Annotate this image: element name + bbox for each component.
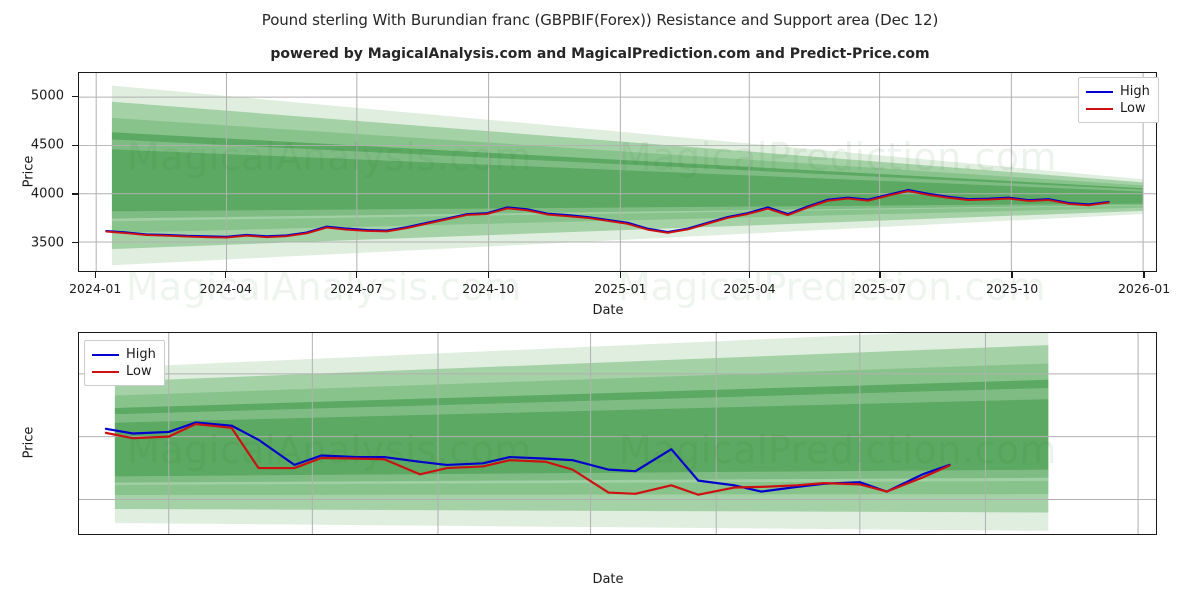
- overview-legend[interactable]: High Low: [1078, 77, 1159, 123]
- x-tick-label: 2025-01: [594, 281, 647, 296]
- x-tick-label: 2026-01: [1117, 281, 1171, 296]
- x-tick-mark: [619, 272, 622, 278]
- legend-label-low: Low: [1120, 101, 1146, 116]
- legend-swatch-low: [92, 370, 119, 373]
- x-tick-label: 2025-10: [985, 281, 1039, 296]
- legend-entry-low[interactable]: Low: [1086, 100, 1150, 117]
- zoom-x-axis-label: Date: [592, 572, 624, 587]
- x-tick-label: 2024-07: [330, 281, 383, 296]
- y-tick-label: 4000: [30, 186, 64, 202]
- overview-x-axis-label: Date: [592, 303, 624, 318]
- x-tick-label: 2025-04: [723, 281, 776, 296]
- zoom-y-axis-label: Price: [21, 426, 37, 459]
- y-tick-label: 5000: [30, 88, 64, 104]
- y-tick-mark: [72, 95, 78, 98]
- x-tick-mark: [487, 272, 489, 278]
- zoom-bands-and-lines: [79, 333, 1156, 534]
- x-tick-label: 2025-07: [853, 281, 907, 296]
- zoom-legend[interactable]: High Low: [84, 340, 165, 386]
- y-tick-label: 4500: [30, 137, 64, 153]
- legend-label-high: High: [1120, 84, 1150, 99]
- y-tick-mark: [72, 144, 78, 146]
- legend-label-high: High: [126, 347, 156, 362]
- x-tick-mark: [879, 272, 881, 278]
- x-tick-label: 2024-01: [69, 281, 122, 296]
- overview-plot-area: MagicalAnalysis.com MagicalPrediction.co…: [78, 72, 1157, 272]
- legend-entry-high-zoom[interactable]: High: [92, 346, 156, 363]
- zoom-plot-area: MagicalAnalysis.com MagicalPrediction.co…: [78, 332, 1157, 535]
- legend-swatch-high: [92, 353, 119, 356]
- x-tick-mark: [355, 272, 357, 278]
- legend-entry-low-zoom[interactable]: Low: [92, 363, 156, 380]
- legend-entry-high[interactable]: High: [1086, 83, 1150, 100]
- overview-bands-and-lines: [79, 73, 1156, 271]
- page-subtitle: powered by MagicalAnalysis.com and Magic…: [270, 46, 930, 62]
- legend-swatch-low: [1086, 107, 1113, 110]
- y-tick-mark: [72, 242, 78, 244]
- legend-swatch-high: [1086, 90, 1113, 93]
- y-tick-label: 3500: [30, 235, 64, 251]
- x-tick-mark: [748, 272, 751, 278]
- x-tick-mark: [1143, 272, 1145, 278]
- x-tick-label: 2024-04: [199, 281, 252, 296]
- x-tick-label: 2024-10: [462, 281, 515, 296]
- legend-label-low: Low: [126, 364, 152, 379]
- y-tick-mark: [72, 193, 78, 195]
- x-tick-mark: [94, 272, 96, 278]
- overview-chart-panel: Price 3500 4000 4500 5000 2024-01 2024-04 202…: [22, 72, 1171, 318]
- x-tick-mark: [1011, 272, 1013, 278]
- x-tick-mark: [225, 272, 227, 278]
- zoom-chart-panel: Price 380040004200 2025-09-152025-10-012…: [0, 320, 1200, 600]
- page-title: Pound sterling With Burundian franc (GBP…: [261, 11, 939, 29]
